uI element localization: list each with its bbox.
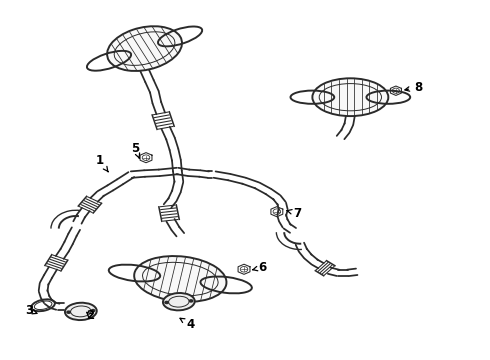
- Text: 4: 4: [180, 318, 195, 331]
- Ellipse shape: [134, 256, 226, 302]
- Text: 7: 7: [287, 207, 301, 220]
- Circle shape: [66, 310, 71, 314]
- Text: 1: 1: [96, 154, 108, 172]
- Circle shape: [189, 299, 194, 303]
- Text: 8: 8: [405, 81, 422, 94]
- Ellipse shape: [163, 293, 195, 310]
- Ellipse shape: [107, 26, 182, 71]
- Circle shape: [91, 309, 96, 312]
- Ellipse shape: [313, 78, 388, 116]
- Ellipse shape: [65, 303, 97, 320]
- Text: 6: 6: [253, 261, 267, 274]
- Text: 3: 3: [25, 304, 37, 317]
- Text: 5: 5: [131, 142, 140, 158]
- Circle shape: [164, 301, 169, 304]
- Text: 2: 2: [86, 309, 94, 321]
